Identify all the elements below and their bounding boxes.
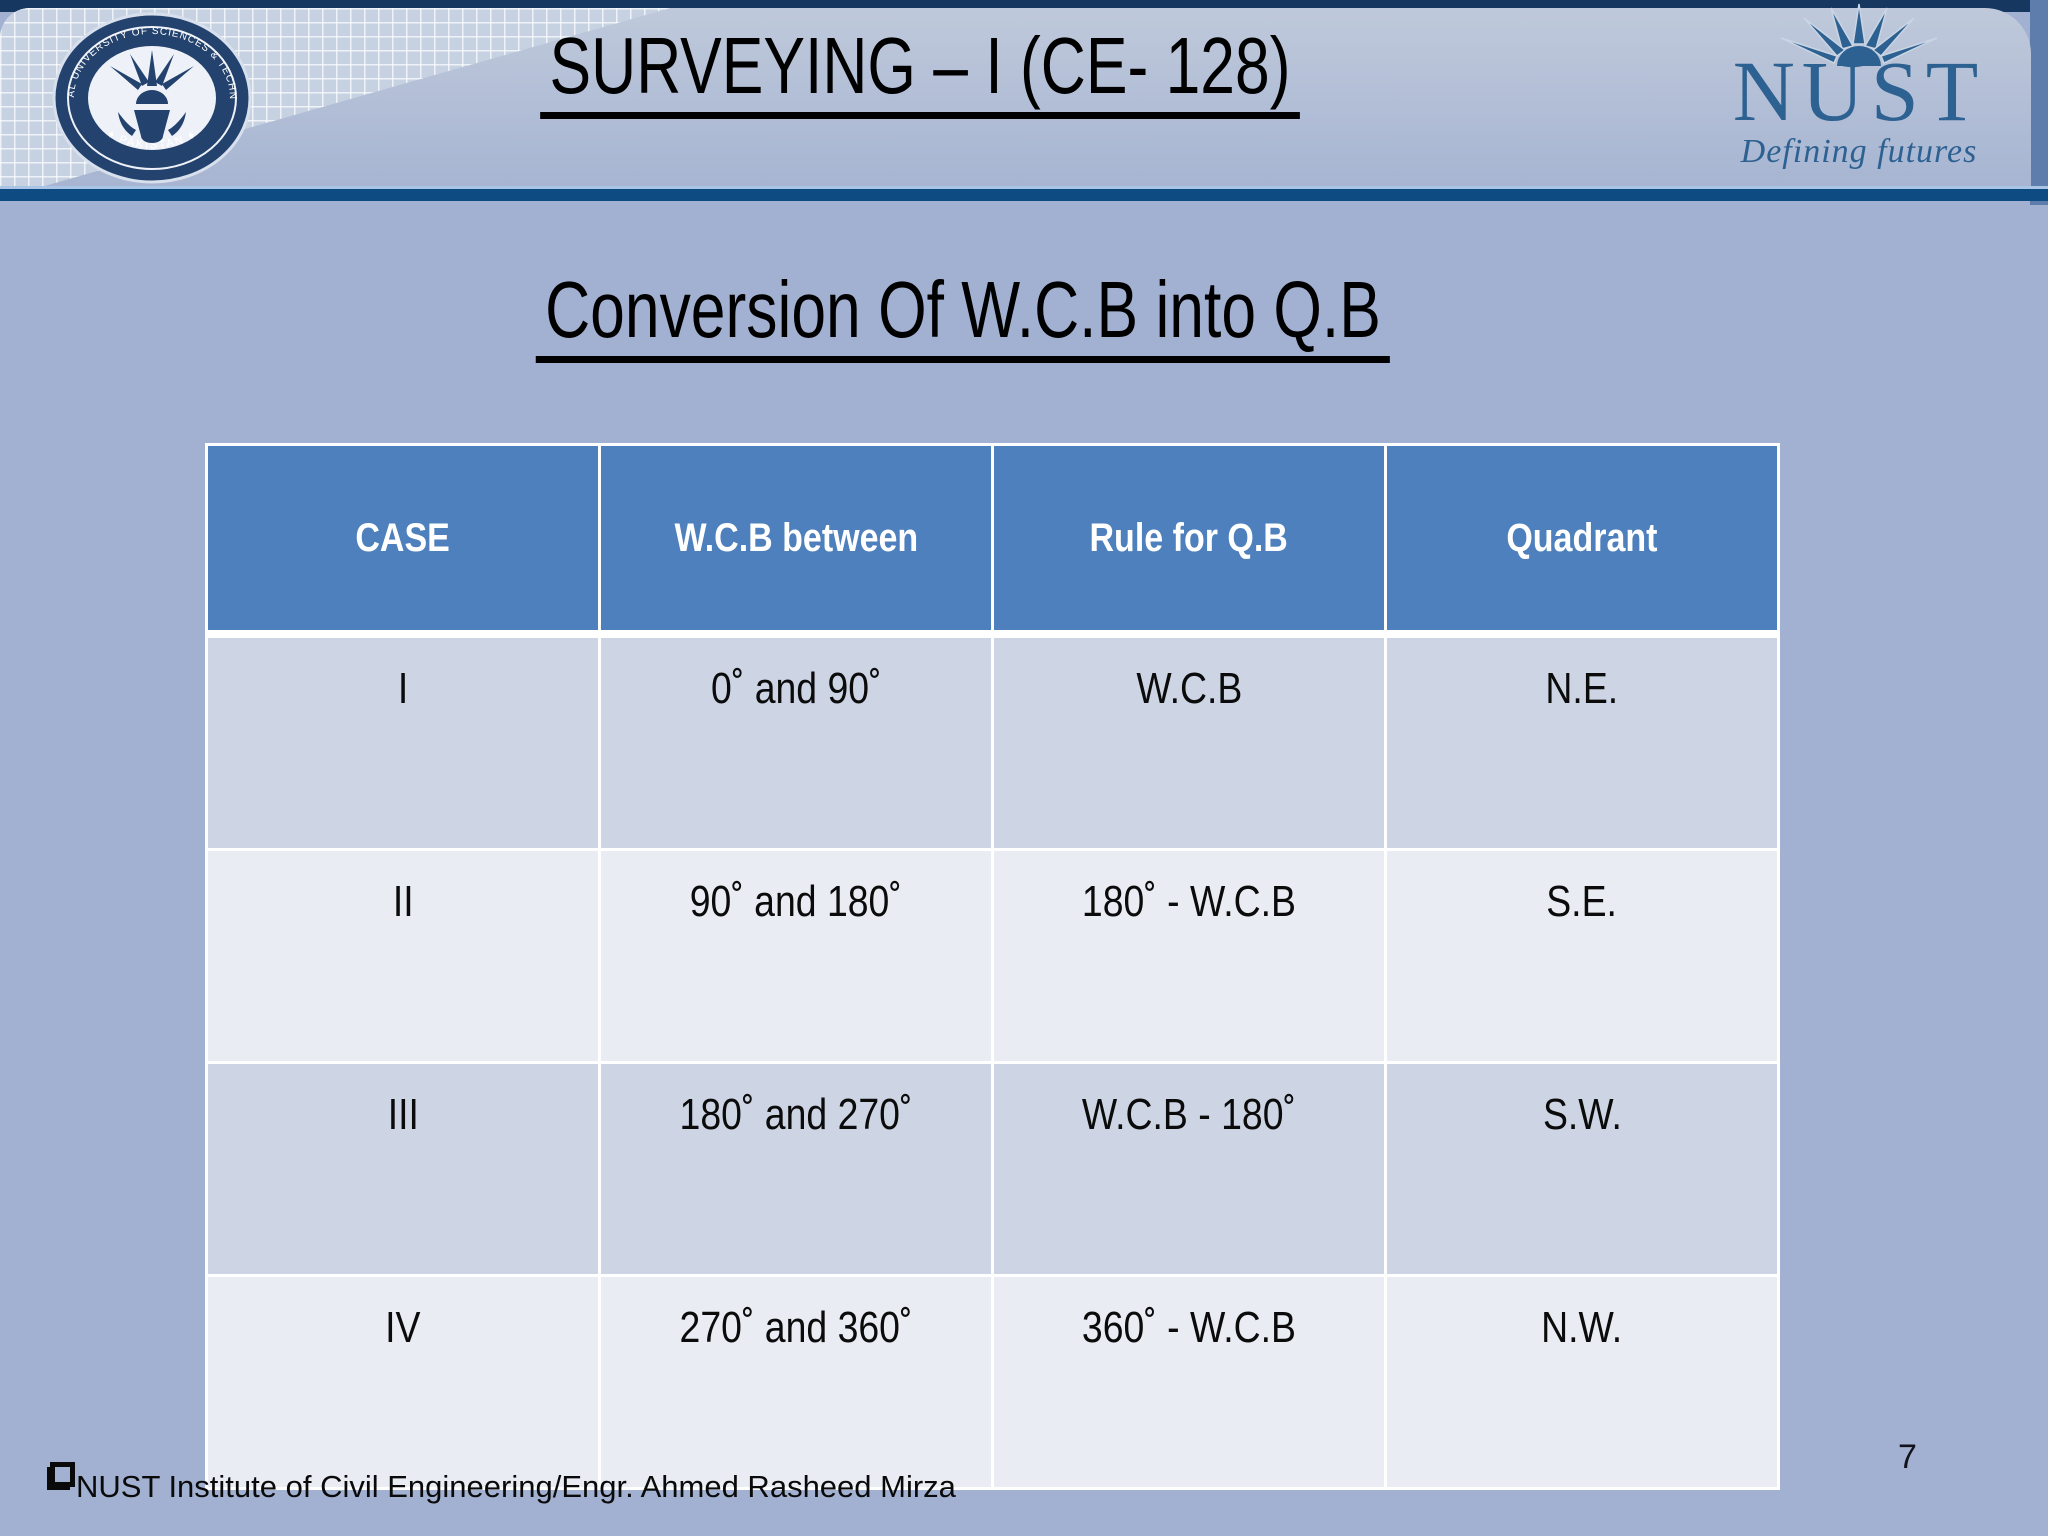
square-bullet-icon	[50, 1462, 75, 1487]
nust-tagline: Defining futures	[1740, 133, 1978, 171]
table-header-row: CASE W.C.B between Rule for Q.B Quadrant	[208, 446, 1777, 635]
table-cell: W.C.B	[994, 638, 1384, 848]
cell-text: N.E.	[1545, 664, 1619, 713]
table-cell: S.E.	[1387, 851, 1777, 1061]
cell-text: 180˚ - W.C.B	[1081, 877, 1297, 926]
table-cell: N.W.	[1387, 1277, 1777, 1487]
table-header-quadrant: Quadrant	[1387, 446, 1777, 635]
table-cell: N.E.	[1387, 638, 1777, 848]
table-cell: II	[208, 851, 598, 1061]
course-title: SURVEYING – I (CE- 128)	[433, 24, 1407, 119]
table-header-case: CASE	[208, 446, 598, 635]
page-number: 7	[1898, 1438, 1917, 1476]
nust-fan-icon	[1780, 3, 1938, 66]
cell-text: 360˚ - W.C.B	[1081, 1303, 1297, 1352]
cell-text: II	[392, 877, 414, 926]
table-header-label: W.C.B between	[674, 515, 918, 560]
cell-text: III	[387, 1090, 419, 1139]
nust-logo: NUST Defining futures	[1704, 2, 2014, 171]
cell-text: I	[397, 664, 409, 713]
table-row-case-2: II 90˚ and 180˚ 180˚ - W.C.B S.E.	[208, 851, 1777, 1061]
university-seal-icon: NATIONAL UNIVERSITY OF SCIENCES & TECHNO…	[52, 12, 252, 184]
table-header-label: Rule for Q.B	[1089, 515, 1289, 560]
conversion-table: CASE W.C.B between Rule for Q.B Quadrant…	[205, 443, 1780, 1490]
table-cell: W.C.B - 180˚	[994, 1064, 1384, 1274]
cell-text: IV	[385, 1303, 421, 1352]
table-header-rule: Rule for Q.B	[994, 446, 1384, 635]
right-edge-strip	[2030, 0, 2048, 205]
cell-text: W.C.B	[1136, 664, 1242, 713]
cell-text: S.W.	[1542, 1090, 1622, 1139]
slide-title-text: Conversion Of W.C.B into Q.B	[535, 268, 1391, 363]
cell-text: 0˚ and 90˚	[710, 664, 882, 713]
table-cell: I	[208, 638, 598, 848]
table-row-case-3: III 180˚ and 270˚ W.C.B - 180˚ S.W.	[208, 1064, 1777, 1274]
table-row-case-1: I 0˚ and 90˚ W.C.B N.E.	[208, 638, 1777, 848]
slide-title: Conversion Of W.C.B into Q.B	[415, 268, 1510, 363]
table-header-wcb-between: W.C.B between	[601, 446, 991, 635]
table-cell: IV	[208, 1277, 598, 1487]
table-cell: S.W.	[1387, 1064, 1777, 1274]
cell-text: N.W.	[1541, 1303, 1623, 1352]
header-divider-line	[0, 186, 2048, 201]
table-cell: 0˚ and 90˚	[601, 638, 991, 848]
table-cell: 180˚ - W.C.B	[994, 851, 1384, 1061]
table-cell: 360˚ - W.C.B	[994, 1277, 1384, 1487]
table-cell: III	[208, 1064, 598, 1274]
table-cell: 90˚ and 180˚	[601, 851, 991, 1061]
cell-text: W.C.B - 180˚	[1081, 1090, 1297, 1139]
table-cell: 180˚ and 270˚	[601, 1064, 991, 1274]
cell-text: S.E.	[1546, 877, 1618, 926]
table-header-label: CASE	[355, 515, 451, 560]
cell-text: 90˚ and 180˚	[689, 877, 903, 926]
course-title-text: SURVEYING – I (CE- 128)	[540, 24, 1300, 119]
table-header-label: Quadrant	[1506, 515, 1658, 560]
table-row-case-4: IV 270˚ and 360˚ 360˚ - W.C.B N.W.	[208, 1277, 1777, 1487]
footer: NUST Institute of Civil Engineering/Engr…	[50, 1462, 956, 1505]
seal-emblem	[110, 50, 194, 143]
cell-text: 270˚ and 360˚	[679, 1303, 913, 1352]
footer-text: NUST Institute of Civil Engineering/Engr…	[76, 1469, 956, 1504]
nust-wordmark: NUST	[1732, 43, 1986, 139]
table-cell: 270˚ and 360˚	[601, 1277, 991, 1487]
cell-text: 180˚ and 270˚	[679, 1090, 913, 1139]
